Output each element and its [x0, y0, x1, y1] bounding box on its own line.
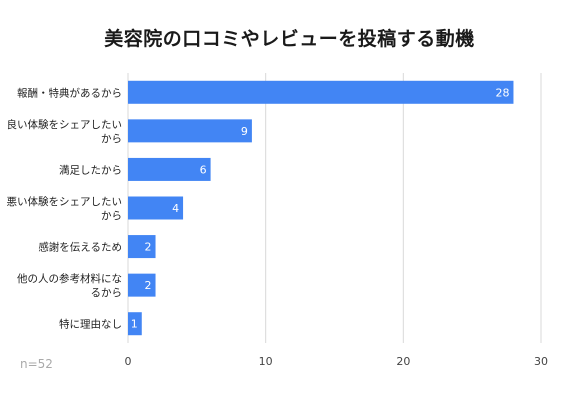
category-label: 報酬・特典があるから — [17, 86, 122, 99]
bar-value-label: 9 — [241, 125, 248, 138]
bar — [128, 157, 211, 181]
category-label: 感謝を伝えるため — [38, 241, 122, 254]
bar-value-label: 1 — [131, 318, 138, 331]
category-label: 悪い体験をシェアしたいから — [7, 195, 123, 222]
category-label: 他の人の参考材料になるから — [17, 272, 122, 299]
sample-size-note: n=52 — [20, 357, 53, 371]
chart-title: 美容院の口コミやレビューを投稿する動機 — [104, 28, 475, 50]
x-tick-label: 30 — [534, 355, 548, 368]
bar — [128, 312, 142, 336]
bar-value-label: 28 — [495, 86, 509, 99]
category-label: 特に理由なし — [59, 318, 122, 331]
bar-value-label: 2 — [145, 241, 152, 254]
bar — [128, 196, 184, 220]
bar-value-label: 6 — [200, 163, 207, 176]
x-tick-label: 0 — [125, 355, 132, 368]
bar — [128, 119, 252, 143]
x-tick-label: 20 — [396, 355, 410, 368]
bar — [128, 273, 156, 297]
category-label: 良い体験をシェアしたいから — [7, 118, 123, 145]
bar-value-label: 4 — [172, 202, 179, 215]
bar — [128, 80, 514, 104]
category-label: 満足したから — [59, 164, 122, 176]
bar — [128, 235, 156, 259]
x-tick-label: 10 — [259, 355, 273, 368]
bar-value-label: 2 — [145, 279, 152, 292]
